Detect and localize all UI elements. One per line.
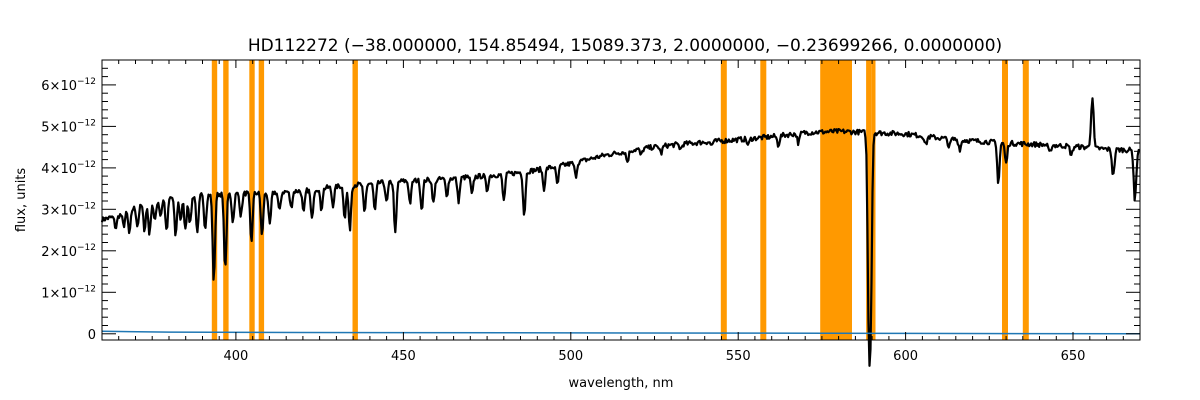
masked-regions xyxy=(211,60,1029,340)
chart-title: HD112272 (−38.000000, 154.85494, 15089.3… xyxy=(248,36,1002,56)
masked-region xyxy=(211,60,218,340)
masked-region xyxy=(352,60,358,340)
masked-region xyxy=(871,60,876,340)
masked-region xyxy=(820,60,852,340)
masked-region xyxy=(249,60,255,340)
x-tick-label: 600 xyxy=(893,349,918,364)
y-tick-label: 1×10−12 xyxy=(41,284,96,301)
y-tick-label: 0 xyxy=(88,328,96,343)
x-tick-labels: 400 450 500 550 600 650 xyxy=(223,349,1085,364)
masked-region xyxy=(1022,60,1029,340)
x-tick-label: 400 xyxy=(223,349,248,364)
masked-region xyxy=(258,60,265,340)
y-tick-label: 6×10−12 xyxy=(41,77,96,94)
series-layer xyxy=(100,97,1141,367)
masked-region xyxy=(223,60,229,340)
x-tick-label: 550 xyxy=(726,349,751,364)
error-line xyxy=(101,330,1141,335)
y-axis-label: flux, units xyxy=(14,168,29,233)
y-tick-label: 3×10−12 xyxy=(41,201,96,218)
x-tick-label: 500 xyxy=(558,349,583,364)
masked-region xyxy=(1002,60,1008,340)
masked-region xyxy=(760,60,767,340)
y-tick-label: 4×10−12 xyxy=(41,160,96,177)
plot-frame xyxy=(101,59,1141,341)
x-tick-label: 650 xyxy=(1061,349,1086,364)
masked-region xyxy=(720,60,727,340)
masked-region xyxy=(866,60,872,340)
axis-ticks xyxy=(101,60,1141,340)
y-tick-label: 5×10−12 xyxy=(41,118,96,135)
x-axis-label: wavelength, nm xyxy=(569,376,674,391)
y-tick-label: 2×10−12 xyxy=(41,243,96,260)
x-tick-label: 450 xyxy=(391,349,416,364)
y-tick-labels: 0 1×10−12 2×10−12 3×10−12 4×10−12 5×10−12 6×10… xyxy=(41,77,96,343)
flux-line xyxy=(100,97,1141,367)
